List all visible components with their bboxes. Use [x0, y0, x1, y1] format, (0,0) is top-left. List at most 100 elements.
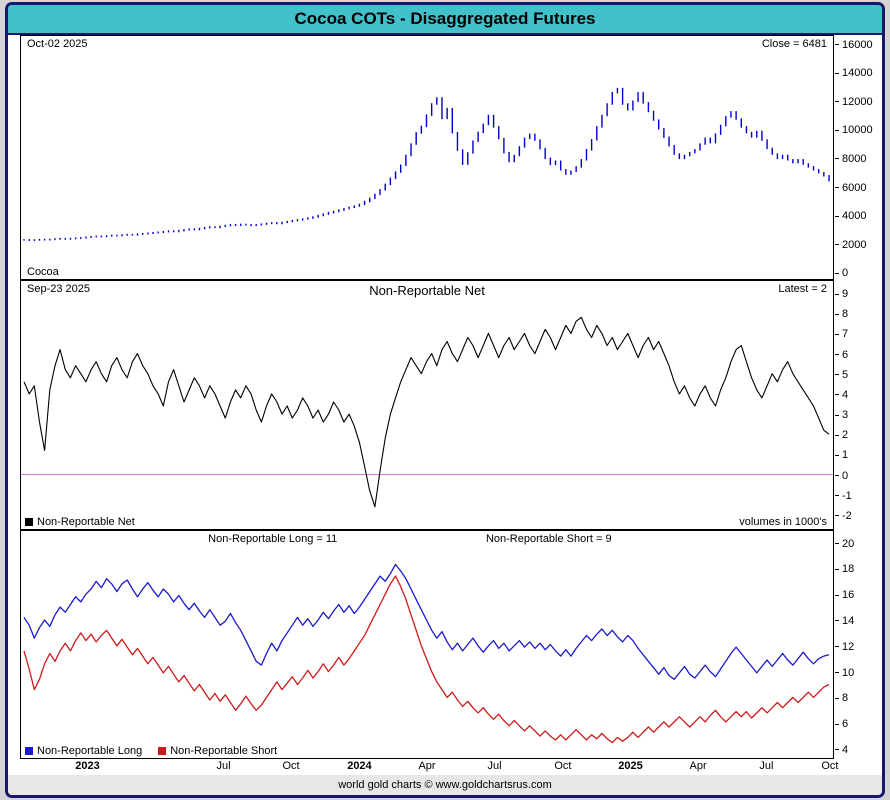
net-panel: Sep-23 2025 Non-Reportable Net Latest = … — [8, 281, 882, 531]
y-tick-mark — [835, 543, 839, 545]
y-tick-label: 8 — [835, 308, 848, 320]
x-tick-label: Jul — [216, 760, 231, 772]
y-tick-mark — [835, 374, 839, 376]
x-tick-label: Oct — [554, 760, 572, 772]
y-tick-label: 10 — [835, 667, 854, 679]
page-title: Cocoa COTs - Disaggregated Futures — [294, 9, 596, 28]
y-tick-label: 7 — [835, 328, 848, 340]
y-tick-mark — [835, 272, 839, 274]
y-tick-label: 4 — [835, 389, 848, 401]
footer-text: world gold charts © www.goldchartsrus.co… — [338, 779, 552, 791]
y-tick-mark — [835, 244, 839, 246]
y-tick-label: 16000 — [835, 39, 873, 51]
y-tick-mark — [835, 187, 839, 189]
y-tick-label: 1 — [835, 449, 848, 461]
chart-window: Cocoa COTs - Disaggregated Futures Oct-0… — [5, 2, 885, 798]
price-y-axis: 16000 14000 12000 10000 8000 6000 4000 2000 0 — [834, 35, 882, 281]
y-tick-label: 16 — [835, 589, 854, 601]
short-legend-label: Non-Reportable Short — [170, 745, 278, 757]
y-tick-label: 4 — [835, 744, 848, 756]
price-close-label: Close = 6481 — [759, 38, 829, 50]
y-tick-mark — [835, 495, 839, 497]
y-tick-label: 18 — [835, 563, 854, 575]
x-tick-label: Apr — [418, 760, 436, 772]
y-tick-label: 8000 — [835, 153, 866, 165]
y-tick-label: 6000 — [835, 182, 866, 194]
y-tick-label: -1 — [835, 490, 852, 502]
net-legend-item: Non-Reportable Net — [25, 516, 135, 528]
net-latest-label: Latest = 2 — [776, 283, 829, 295]
short-value-label: Non-Reportable Short = 9 — [485, 533, 612, 545]
y-tick-mark — [835, 434, 839, 436]
y-tick-label: 20 — [835, 538, 854, 550]
price-panel: Oct-02 2025 Close = 6481 Cocoa 16000 1400… — [8, 35, 882, 281]
net-y-axis: 9 8 7 6 5 4 3 2 1 0 -1 -2 — [834, 281, 882, 531]
net-plot: Sep-23 2025 Non-Reportable Net Latest = … — [20, 281, 834, 531]
volumes-panel: Non-Reportable Long = 11 Non-Reportable … — [8, 531, 882, 759]
x-tick-label: 2023 — [75, 760, 100, 772]
y-tick-mark — [835, 672, 839, 674]
net-legend-swatch-icon — [25, 518, 33, 526]
y-tick-mark — [835, 594, 839, 596]
y-tick-mark — [835, 620, 839, 622]
x-tick-label: Apr — [689, 760, 707, 772]
y-tick-mark — [835, 215, 839, 217]
y-tick-mark — [835, 454, 839, 456]
volumes-y-axis: 20 18 16 14 12 10 8 6 4 — [834, 531, 882, 759]
y-tick-mark — [835, 414, 839, 416]
y-tick-label: -2 — [835, 510, 852, 522]
y-tick-mark — [835, 515, 839, 517]
net-title-label: Non-Reportable Net — [367, 283, 487, 298]
long-value-label: Non-Reportable Long = 11 — [208, 533, 338, 545]
short-legend-item: Non-Reportable Short — [158, 745, 277, 757]
y-tick-label: 9 — [835, 288, 848, 300]
long-legend-item: Non-Reportable Long — [25, 745, 142, 757]
y-tick-label: 0 — [835, 470, 848, 482]
price-date-label: Oct-02 2025 — [25, 38, 90, 50]
y-tick-label: 2000 — [835, 239, 866, 251]
long-legend-label: Non-Reportable Long — [37, 745, 143, 757]
y-tick-label: 10000 — [835, 124, 873, 136]
y-tick-label: 6 — [835, 349, 848, 361]
title-bar: Cocoa COTs - Disaggregated Futures — [8, 5, 882, 35]
net-date-label: Sep-23 2025 — [25, 283, 92, 295]
y-tick-mark — [835, 333, 839, 335]
volumes-note: volumes in 1000's — [737, 516, 829, 528]
y-tick-mark — [835, 475, 839, 477]
y-tick-label: 5 — [835, 369, 848, 381]
x-tick-label: 2025 — [618, 760, 643, 772]
y-tick-label: 2 — [835, 429, 848, 441]
price-plot: Oct-02 2025 Close = 6481 Cocoa — [20, 35, 834, 281]
volumes-chart — [23, 563, 830, 744]
short-legend-swatch-icon — [158, 747, 167, 755]
y-tick-label: 6 — [835, 718, 848, 730]
y-tick-label: 4000 — [835, 210, 866, 222]
x-axis-labels: 2023 Jul Oct 2024 Apr Jul Oct 2025 Apr Jul Oct — [20, 759, 838, 775]
y-tick-mark — [835, 101, 839, 103]
net-legend-label: Non-Reportable Net — [37, 516, 135, 528]
x-tick-label: 2024 — [347, 760, 372, 772]
y-tick-label: 14000 — [835, 67, 873, 79]
x-tick-label: Jul — [759, 760, 774, 772]
y-tick-mark — [835, 72, 839, 74]
y-tick-mark — [835, 749, 839, 751]
y-tick-label: 12 — [835, 641, 854, 653]
long-legend-swatch-icon — [25, 747, 33, 755]
y-tick-mark — [835, 44, 839, 46]
y-tick-label: 0 — [835, 267, 848, 279]
y-tick-mark — [835, 646, 839, 648]
price-chart — [23, 87, 830, 241]
x-tick-label: Jul — [487, 760, 502, 772]
y-tick-mark — [835, 723, 839, 725]
instrument-label: Cocoa — [25, 266, 61, 278]
y-tick-mark — [835, 129, 839, 131]
footer: world gold charts © www.goldchartsrus.co… — [8, 775, 882, 795]
y-tick-mark — [835, 313, 839, 315]
x-tick-label: Oct — [821, 760, 839, 772]
y-tick-label: 12000 — [835, 96, 873, 108]
volumes-plot: Non-Reportable Long = 11 Non-Reportable … — [20, 531, 834, 759]
net-legend: Non-Reportable Net — [25, 516, 135, 528]
net-chart — [21, 316, 833, 508]
y-tick-label: 14 — [835, 615, 854, 627]
